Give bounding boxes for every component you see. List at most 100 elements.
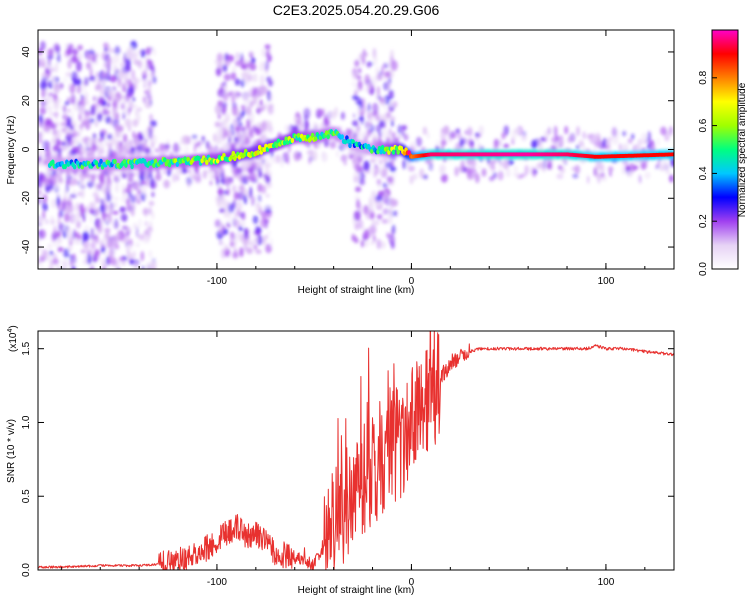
noise-speckle <box>92 96 96 102</box>
noise-speckle <box>123 170 129 176</box>
signal-core <box>183 156 187 162</box>
noise-speckle <box>146 58 151 66</box>
noise-speckle <box>120 213 128 222</box>
snr-multiplier-close: ) <box>8 325 19 328</box>
noise-speckle <box>618 143 622 152</box>
noise-speckle <box>259 61 266 66</box>
noise-speckle <box>296 121 301 126</box>
noise-speckle <box>87 137 93 147</box>
noise-speckle <box>382 129 389 140</box>
noise-speckle <box>373 54 378 66</box>
noise-speckle <box>245 124 251 131</box>
noise-speckle <box>402 159 407 170</box>
noise-speckle <box>104 47 108 52</box>
noise-speckle <box>138 182 141 191</box>
noise-speckle <box>367 103 371 113</box>
noise-speckle <box>57 219 62 225</box>
signal-core <box>310 132 315 138</box>
noise-speckle <box>128 275 134 285</box>
noise-speckle <box>67 273 74 283</box>
noise-speckle <box>39 264 44 269</box>
noise-speckle <box>103 250 108 257</box>
signal-core <box>72 164 77 170</box>
noise-speckle <box>249 100 254 108</box>
noise-speckle <box>51 75 57 86</box>
noise-speckle <box>351 73 358 81</box>
noise-speckle <box>42 193 48 204</box>
noise-speckle <box>91 149 95 160</box>
noise-speckle <box>129 204 135 215</box>
noise-speckle <box>133 59 140 66</box>
noise-speckle <box>41 88 46 99</box>
noise-speckle <box>217 168 222 179</box>
noise-speckle <box>148 168 153 175</box>
noise-speckle <box>75 60 82 72</box>
noise-speckle <box>113 53 120 64</box>
noise-speckle <box>265 100 269 109</box>
noise-speckle <box>67 196 72 205</box>
noise-speckle <box>201 140 204 145</box>
noise-speckle <box>69 83 76 94</box>
y-tick-label: 40 <box>21 46 32 58</box>
noise-speckle <box>67 58 73 69</box>
noise-speckle <box>365 209 371 220</box>
noise-speckle <box>264 218 268 230</box>
noise-speckle <box>133 250 136 260</box>
noise-speckle <box>65 224 69 232</box>
noise-speckle <box>56 265 59 269</box>
noise-speckle <box>358 171 366 181</box>
noise-speckle <box>443 134 447 142</box>
colorbar-label: Normalized spectral amplitude <box>737 82 748 217</box>
noise-speckle <box>141 277 148 282</box>
snr-y-ticks: 0.0 0.5 1.0 1.5 <box>21 341 674 577</box>
noise-speckle <box>603 137 607 148</box>
noise-speckle <box>224 142 230 152</box>
noise-speckle <box>56 231 62 239</box>
noise-speckle <box>84 136 88 144</box>
noise-speckle <box>54 62 59 73</box>
noise-speckle <box>474 173 480 184</box>
noise-speckle <box>150 151 154 156</box>
noise-speckle <box>215 67 222 77</box>
noise-speckle <box>94 196 101 204</box>
noise-speckle <box>109 237 115 247</box>
noise-speckle <box>395 136 400 144</box>
noise-speckle <box>94 84 100 91</box>
noise-speckle <box>88 272 94 277</box>
noise-speckle <box>655 165 659 170</box>
noise-speckle <box>45 118 53 125</box>
noise-speckle <box>104 232 111 240</box>
noise-speckle <box>261 157 265 166</box>
noise-speckle <box>133 76 139 88</box>
noise-speckle <box>488 176 495 182</box>
noise-speckle <box>42 202 48 212</box>
noise-speckle <box>134 193 141 203</box>
noise-speckle <box>537 138 541 146</box>
snr-y-label: SNR (10 * v/v) <box>6 419 17 483</box>
noise-speckle <box>582 145 586 153</box>
noise-speckle <box>340 154 348 162</box>
noise-speckle <box>611 127 618 138</box>
noise-speckle <box>74 231 80 238</box>
noise-speckle <box>387 61 392 66</box>
noise-speckle <box>67 244 73 252</box>
noise-speckle <box>569 132 576 143</box>
noise-speckle <box>607 136 613 141</box>
noise-speckle <box>669 174 674 183</box>
snr-x-label: Height of straight line (km) <box>298 585 415 596</box>
noise-speckle <box>503 143 510 149</box>
noise-speckle <box>354 59 360 67</box>
noise-speckle <box>225 112 231 118</box>
noise-speckle <box>252 215 259 225</box>
noise-speckle <box>387 176 394 184</box>
noise-speckle <box>81 188 85 199</box>
noise-speckle <box>223 117 228 125</box>
noise-speckle <box>107 102 111 108</box>
noise-speckle <box>223 210 227 218</box>
noise-speckle <box>214 143 218 154</box>
noise-speckle <box>101 78 107 85</box>
noise-speckle <box>370 87 375 96</box>
noise-speckle <box>88 117 96 124</box>
y-tick-label: 20 <box>21 95 32 107</box>
noise-speckle <box>60 123 65 128</box>
